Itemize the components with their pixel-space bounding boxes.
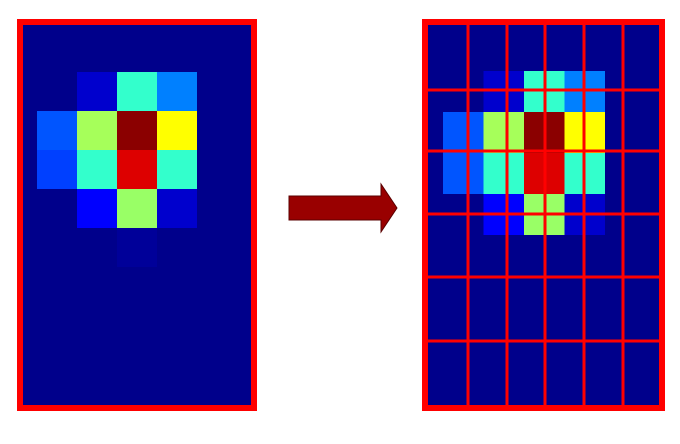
coarse-cell-0 [77, 72, 117, 111]
coarse-cell-12 [117, 189, 157, 228]
coarse-cell-7 [37, 150, 77, 189]
coarse-cell-1 [117, 72, 157, 111]
coarse-cell-14 [117, 228, 157, 267]
coarse-cell-6 [157, 111, 197, 150]
coarse-heatmap-border [17, 19, 257, 411]
grid-overlay-lines [425, 22, 662, 408]
gridded-heatmap-panel [422, 19, 665, 411]
gridded-cell-5 [524, 112, 545, 153]
coarse-cell-13 [157, 189, 197, 228]
coarse-heatmap-panel [17, 19, 257, 411]
coarse-cell-10 [157, 150, 197, 189]
transform-arrow-icon [288, 182, 398, 234]
coarse-heatmap-cells [37, 72, 197, 267]
coarse-cell-8 [77, 150, 117, 189]
coarse-cell-3 [37, 111, 77, 150]
coarse-cell-5 [117, 111, 157, 150]
gridded-heatmap-border [422, 19, 665, 411]
coarse-cell-11 [77, 189, 117, 228]
gridded-cell-3 [443, 112, 484, 194]
coarse-cell-2 [157, 72, 197, 111]
gridded-cell-6 [544, 112, 565, 153]
coarse-cell-4 [77, 111, 117, 150]
gridded-cell-10 [483, 153, 524, 194]
coarse-cell-9 [117, 150, 157, 189]
